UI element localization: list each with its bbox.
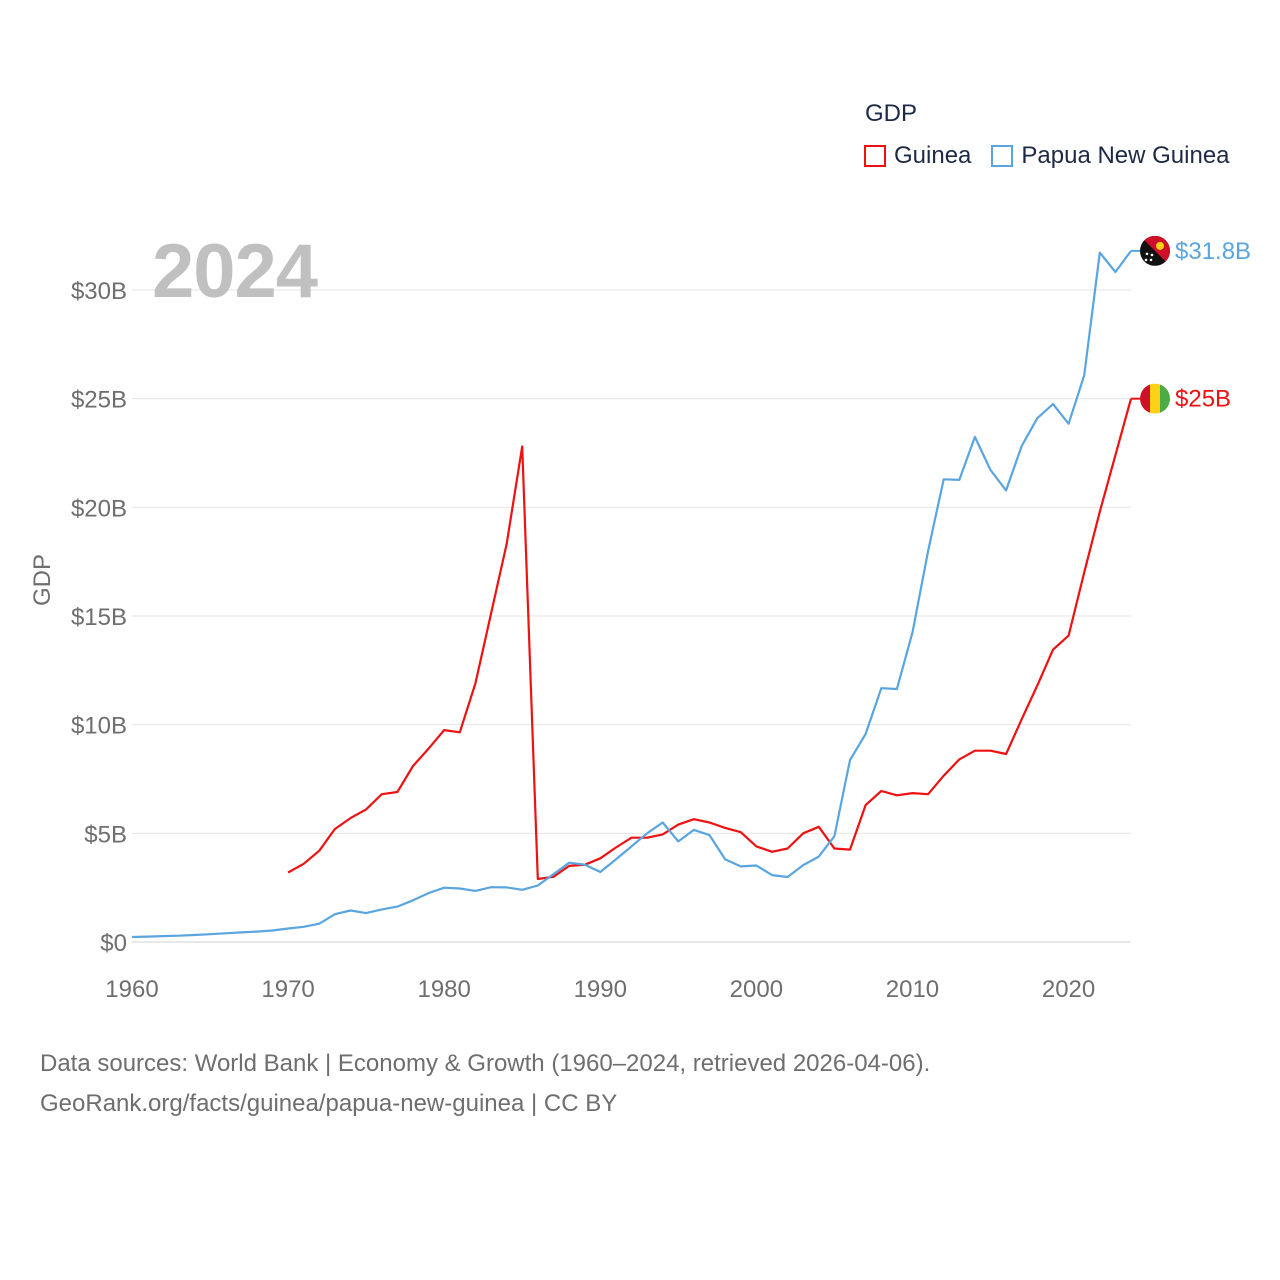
y-tick-label: $5B [84,821,127,848]
flag-icon-papua-new-guinea [1140,235,1170,266]
series-line-papua-new-guinea [131,250,1132,939]
y-tick-label: $25B [71,387,127,414]
end-value-label-papua-new-guinea: $31.8B [1175,238,1251,265]
footer-line-sources: Data sources: World Bank | Economy & Gro… [40,1050,931,1077]
x-tick-label: 1960 [105,976,158,1003]
y-tick-label: $20B [71,495,127,522]
flag-icon-guinea [1140,383,1170,414]
legend-item-papua-new-guinea[interactable]: Papua New Guinea [991,142,1230,170]
legend-title: GDP [865,100,918,127]
legend: Guinea Papua New Guinea [864,142,1250,170]
end-value-label-guinea: $25B [1175,386,1231,413]
footer-line-link: GeoRank.org/facts/guinea/papua-new-guine… [40,1090,618,1117]
grid-lines [132,289,1131,943]
y-tick-label: $30B [71,278,127,305]
legend-swatch-papua-new-guinea [991,145,1014,167]
y-tick-label: $0 [100,930,127,957]
x-axis-ticks: 1960 1970 1980 1990 2000 2010 2020 [105,976,1095,1003]
x-tick-label: 1980 [417,976,470,1003]
current-year-label: 2024 [152,229,318,314]
series-line-guinea [287,398,1133,881]
end-labels: $25B $31.8B [1131,235,1251,414]
legend-label-guinea: Guinea [894,142,972,169]
series-lines [131,250,1133,939]
y-axis-label: GDP [29,554,56,606]
y-tick-label: $15B [71,604,127,631]
legend-item-guinea[interactable]: Guinea [864,142,971,170]
x-tick-label: 1970 [261,976,314,1003]
data-source-footer: Data sources: World Bank | Economy & Gro… [40,1044,930,1124]
legend-swatch-guinea [864,145,886,167]
x-tick-label: 2000 [730,976,783,1003]
legend-label-papua-new-guinea: Papua New Guinea [1021,142,1230,169]
y-tick-label: $10B [71,713,127,740]
x-tick-label: 2010 [886,976,939,1003]
y-axis-ticks: $0 $5B $10B $15B $20B $25B $30B [71,278,127,957]
x-tick-label: 1990 [574,976,627,1003]
x-tick-label: 2020 [1042,976,1095,1003]
